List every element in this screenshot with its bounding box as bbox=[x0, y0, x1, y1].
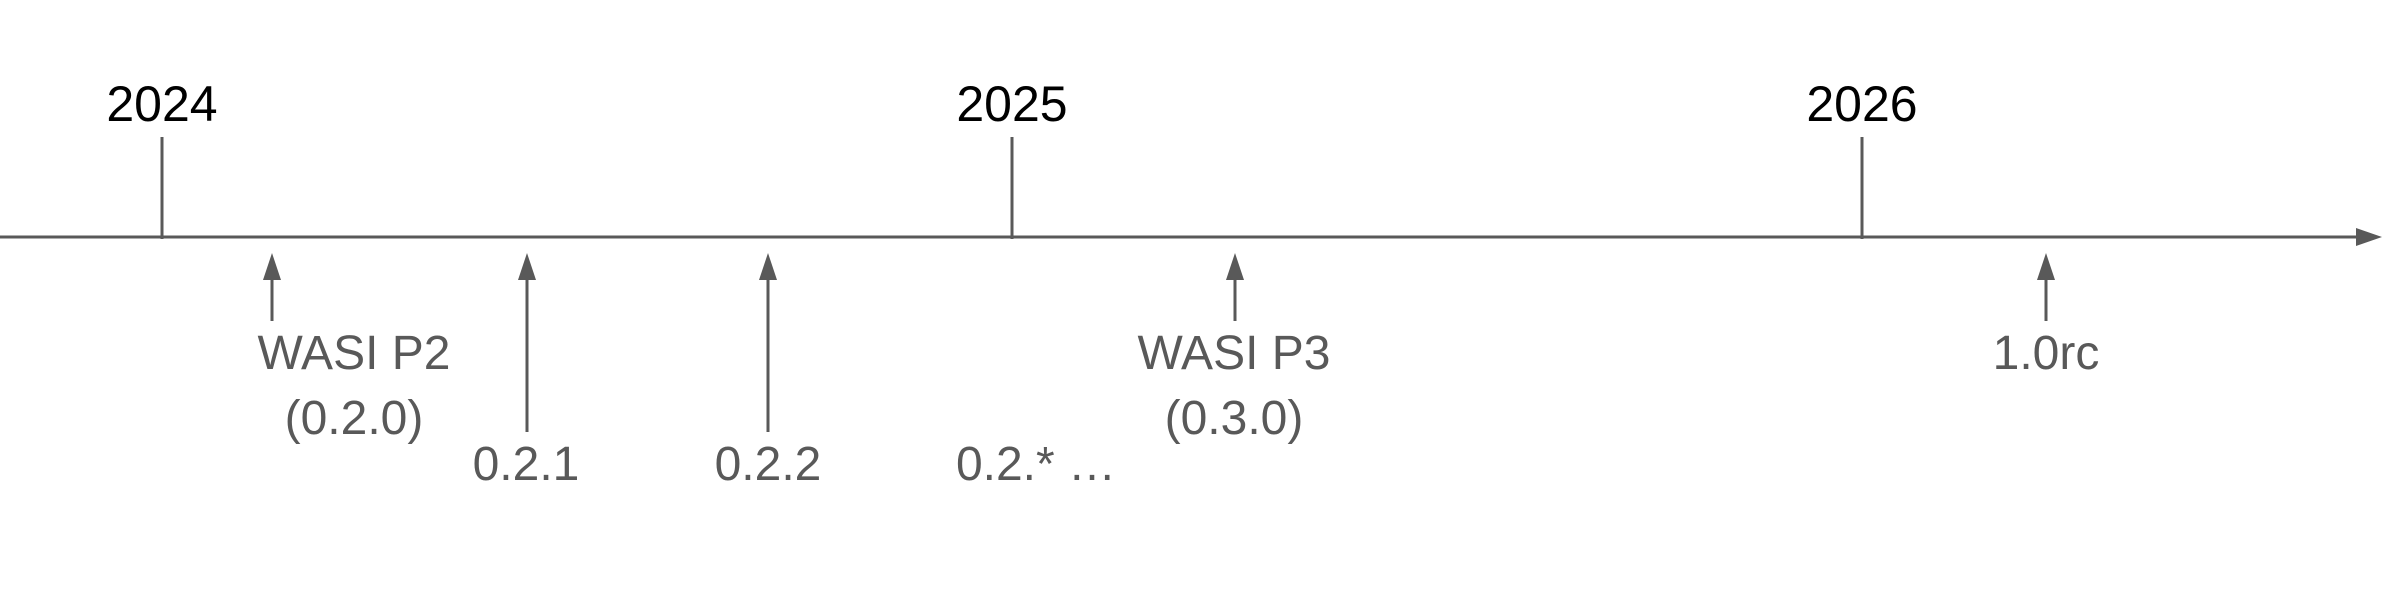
year-label: 2026 bbox=[1806, 76, 1917, 132]
release-v022: 0.2.2 bbox=[715, 253, 822, 491]
release-v10rc: 1.0rc bbox=[1993, 253, 2100, 380]
release-label: (0.2.0) bbox=[285, 392, 424, 445]
release-label: 0.2.2 bbox=[715, 438, 822, 491]
timeline-arrow-head bbox=[2356, 228, 2382, 246]
release-marker-arrow bbox=[1226, 253, 1244, 280]
release-label: WASI P3 bbox=[1138, 327, 1331, 380]
release-label: 1.0rc bbox=[1993, 327, 2100, 380]
year-label: 2024 bbox=[106, 76, 217, 132]
release-marker-arrow bbox=[2037, 253, 2055, 280]
release-label: 0.2.* … bbox=[956, 438, 1116, 491]
release-wasi-p2: WASI P2 (0.2.0) bbox=[258, 253, 451, 445]
year-label: 2025 bbox=[956, 76, 1067, 132]
release-marker-arrow bbox=[518, 253, 536, 280]
release-label: (0.3.0) bbox=[1165, 392, 1304, 445]
year-2024: 2024 bbox=[106, 76, 218, 239]
release-marker-arrow bbox=[263, 253, 281, 280]
release-v02x: 0.2.* … bbox=[956, 438, 1116, 491]
release-wasi-p3: WASI P3 (0.3.0) bbox=[1138, 253, 1331, 445]
year-ticks: 2024 2025 2026 bbox=[106, 76, 1918, 239]
release-label: WASI P2 bbox=[258, 327, 451, 380]
release-markers: WASI P2 (0.2.0) 0.2.1 0.2.2 0.2.* … WASI P3 (0… bbox=[258, 253, 2100, 491]
year-2025: 2025 bbox=[956, 76, 1068, 239]
release-marker-arrow bbox=[759, 253, 777, 280]
release-v021: 0.2.1 bbox=[473, 253, 580, 491]
release-label: 0.2.1 bbox=[473, 438, 580, 491]
year-2026: 2026 bbox=[1806, 76, 1918, 239]
